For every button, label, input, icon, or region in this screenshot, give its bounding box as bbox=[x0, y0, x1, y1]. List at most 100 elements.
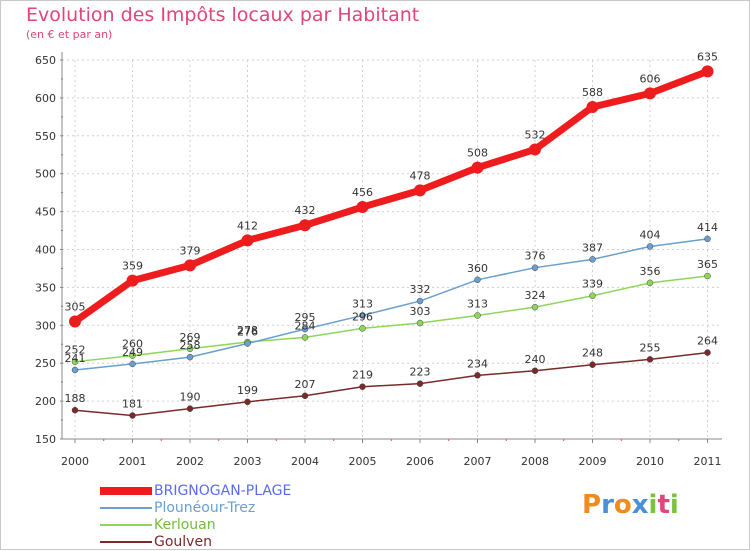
y-tick-label: 500 bbox=[35, 168, 56, 181]
data-label: 588 bbox=[582, 86, 603, 99]
x-tick-label: 2008 bbox=[521, 455, 549, 468]
data-point bbox=[704, 235, 711, 243]
x-tick-label: 2006 bbox=[406, 455, 434, 468]
data-point bbox=[129, 412, 136, 419]
data-label: 606 bbox=[640, 72, 661, 85]
data-label: 295 bbox=[295, 311, 316, 324]
data-label: 635 bbox=[697, 50, 718, 63]
data-label: 248 bbox=[582, 347, 603, 360]
data-point bbox=[71, 366, 79, 374]
data-point bbox=[531, 367, 539, 375]
logo-letter: P bbox=[582, 490, 602, 520]
y-tick-label: 300 bbox=[35, 319, 56, 332]
x-tick-label: 2005 bbox=[349, 455, 377, 468]
data-label: 255 bbox=[640, 341, 661, 354]
data-label: 296 bbox=[352, 310, 373, 323]
data-label: 359 bbox=[122, 260, 143, 273]
x-tick-label: 2004 bbox=[291, 455, 319, 468]
data-label: 190 bbox=[180, 391, 201, 404]
data-label: 284 bbox=[295, 319, 316, 332]
logo-letter: x bbox=[631, 490, 649, 520]
data-point bbox=[244, 340, 251, 347]
data-point bbox=[356, 201, 369, 214]
data-label: 240 bbox=[525, 353, 546, 366]
chart-title: Evolution des Impôts locaux par Habitant bbox=[26, 4, 420, 26]
x-tick-label: 2009 bbox=[579, 455, 607, 468]
proxiti-logo: Proxiti bbox=[582, 490, 679, 520]
data-label: 532 bbox=[525, 128, 546, 141]
data-point bbox=[586, 100, 599, 113]
data-label: 360 bbox=[467, 262, 488, 275]
data-point bbox=[126, 274, 139, 287]
data-point bbox=[474, 372, 481, 379]
x-tick-label: 2010 bbox=[636, 455, 664, 468]
data-point bbox=[301, 392, 309, 400]
data-point bbox=[474, 312, 481, 319]
chart-subtitle: (en € et par an) bbox=[26, 28, 113, 41]
data-point bbox=[416, 297, 424, 305]
legend-swatch bbox=[100, 507, 152, 509]
data-label: 324 bbox=[525, 289, 546, 302]
data-point bbox=[589, 292, 596, 299]
data-label: 478 bbox=[410, 169, 431, 182]
data-label: 356 bbox=[640, 265, 661, 278]
data-point bbox=[129, 352, 136, 359]
legend-swatch bbox=[100, 524, 152, 526]
data-point bbox=[646, 356, 654, 363]
data-point bbox=[416, 380, 424, 387]
data-point bbox=[416, 319, 424, 327]
data-point bbox=[529, 143, 541, 156]
data-label: 376 bbox=[525, 250, 546, 263]
data-point bbox=[186, 345, 194, 353]
data-label: 412 bbox=[237, 219, 258, 232]
x-tick-label: 2003 bbox=[234, 455, 262, 468]
data-point bbox=[646, 243, 654, 250]
data-label: 269 bbox=[180, 331, 201, 344]
data-label: 404 bbox=[640, 228, 661, 241]
data-label: 223 bbox=[410, 366, 431, 379]
data-label: 234 bbox=[467, 357, 488, 370]
data-label: 379 bbox=[180, 244, 201, 257]
data-label: 181 bbox=[122, 398, 143, 411]
series-line-3 bbox=[74, 351, 709, 417]
x-tick-label: 2000 bbox=[61, 455, 89, 468]
legend-swatch bbox=[100, 487, 152, 495]
y-tick-label: 550 bbox=[35, 130, 56, 143]
data-label: 264 bbox=[697, 335, 718, 348]
logo-letter: o bbox=[613, 490, 632, 520]
logo-letter: t bbox=[657, 490, 670, 520]
data-label: 305 bbox=[65, 301, 86, 314]
data-label: 508 bbox=[467, 147, 488, 160]
data-point bbox=[69, 315, 81, 328]
data-label: 365 bbox=[697, 258, 718, 271]
data-point bbox=[184, 259, 196, 272]
data-point bbox=[71, 358, 79, 365]
y-tick-label: 650 bbox=[35, 54, 56, 67]
data-point bbox=[644, 87, 656, 100]
logo-letter: r bbox=[601, 490, 614, 520]
data-label: 456 bbox=[352, 186, 373, 199]
data-point bbox=[186, 353, 194, 361]
data-point bbox=[359, 383, 366, 390]
data-label: 414 bbox=[697, 221, 718, 234]
y-tick-label: 150 bbox=[35, 433, 56, 446]
data-label: 432 bbox=[295, 204, 316, 217]
legend-label: Goulven bbox=[154, 534, 212, 550]
data-point bbox=[359, 312, 366, 319]
y-tick-label: 200 bbox=[35, 395, 56, 408]
data-label: 199 bbox=[237, 384, 258, 397]
data-label: 249 bbox=[122, 346, 143, 359]
data-label: 276 bbox=[237, 325, 258, 338]
data-point bbox=[471, 161, 484, 174]
logo-letter: i bbox=[648, 490, 658, 520]
legend-swatch bbox=[100, 541, 152, 543]
data-point bbox=[71, 406, 79, 414]
data-point bbox=[244, 398, 251, 406]
data-point bbox=[186, 405, 194, 412]
data-label: 332 bbox=[410, 283, 431, 296]
x-tick-label: 2001 bbox=[119, 455, 147, 468]
y-tick-label: 450 bbox=[35, 206, 56, 219]
data-point bbox=[531, 264, 539, 271]
data-label: 313 bbox=[467, 297, 488, 310]
